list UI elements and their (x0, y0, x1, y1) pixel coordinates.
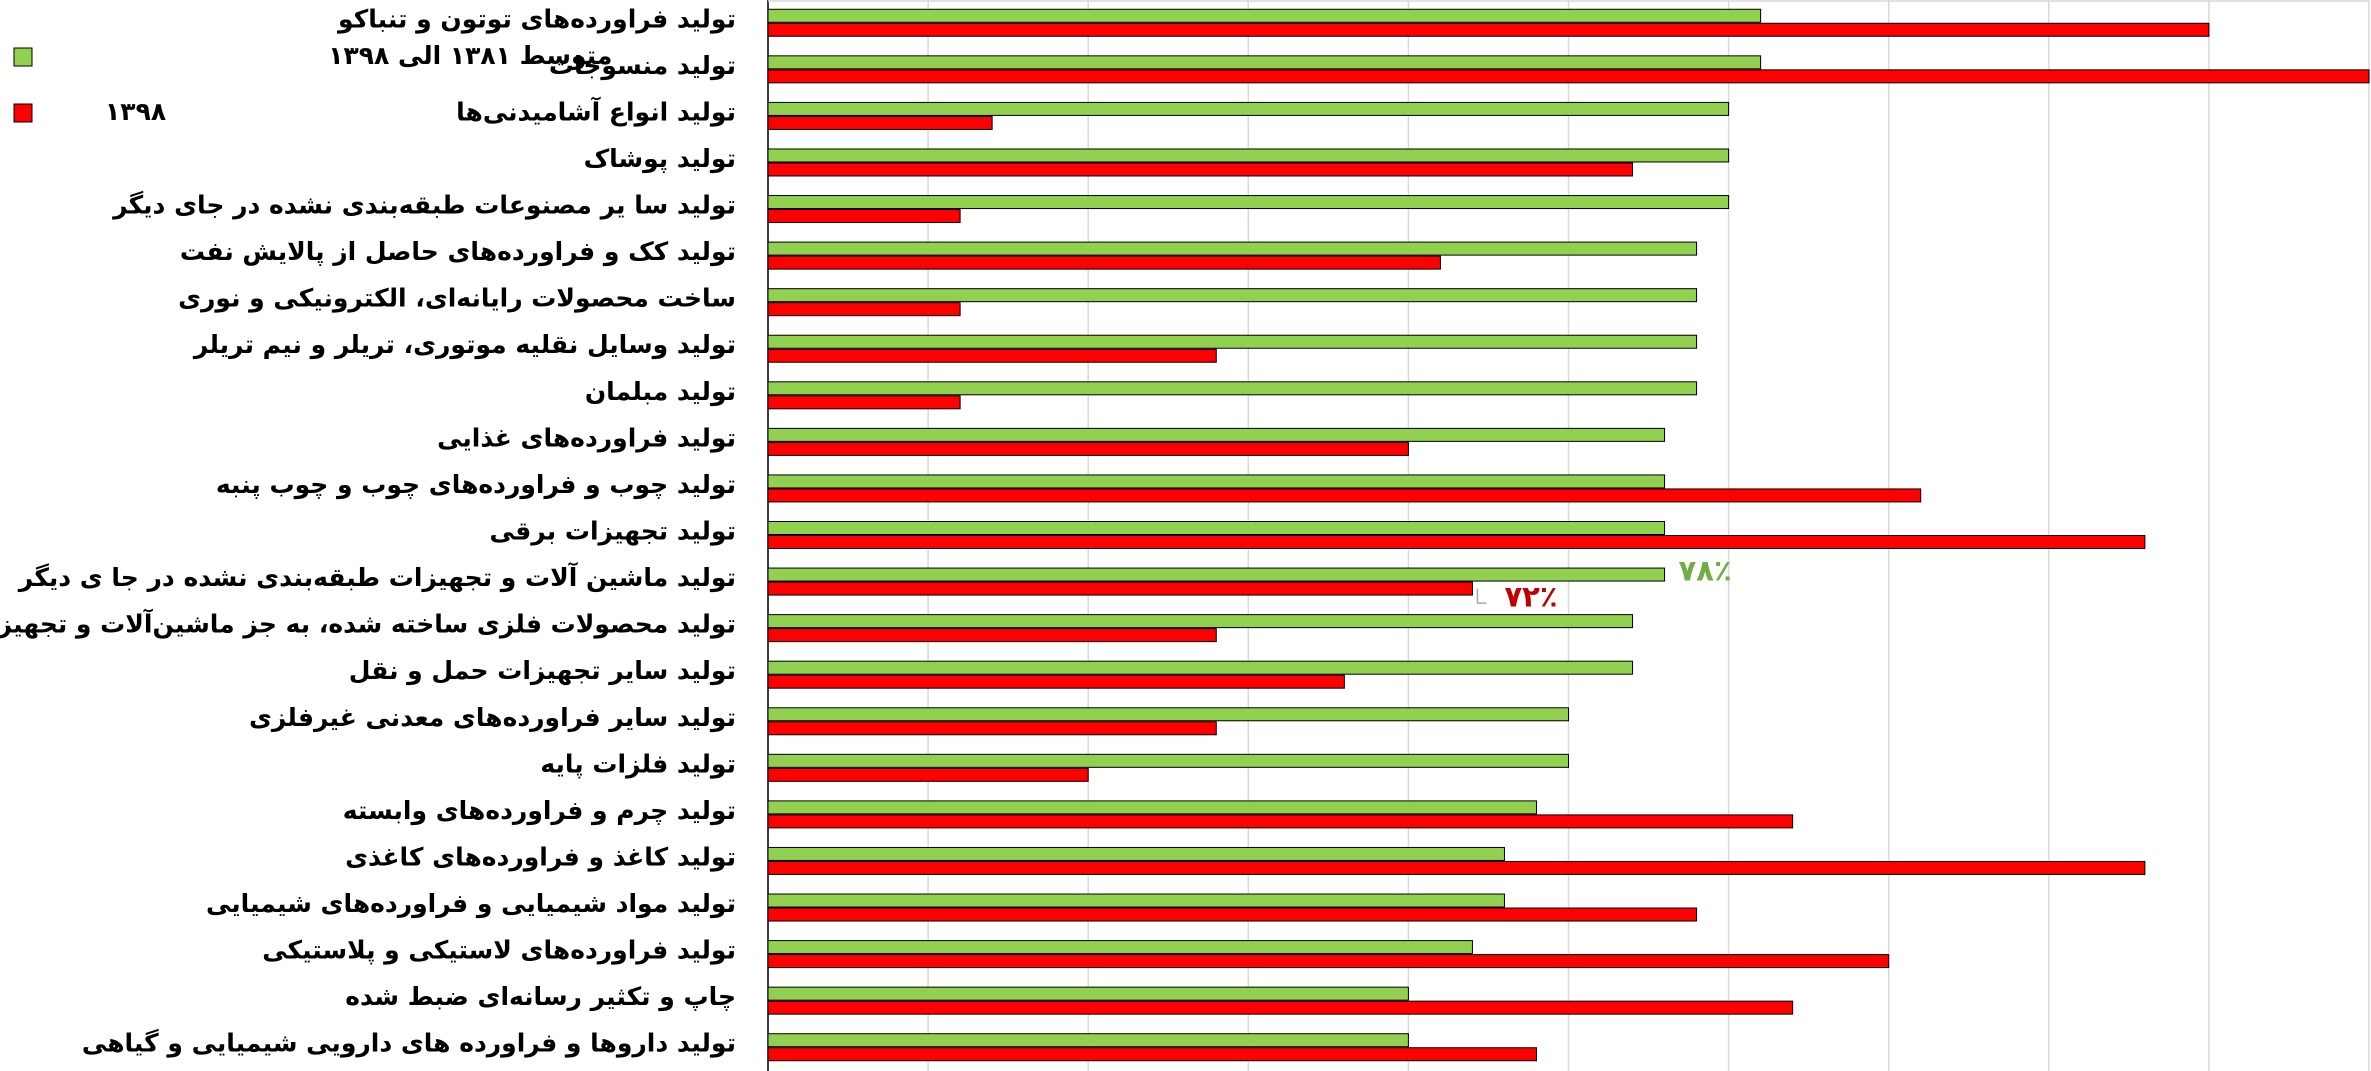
bar (767, 721, 1217, 736)
bar (767, 567, 1666, 582)
bar (767, 860, 2146, 875)
category-label: تولید تجهیزات برقی (490, 517, 736, 547)
bar (767, 1047, 1537, 1062)
data-label: ۷۲٪ (1504, 580, 1557, 614)
category-label: تولید سایر فراورده‌های معدنی غیرفلزی (249, 703, 736, 733)
bar (767, 162, 1634, 177)
bar (767, 22, 2210, 37)
category-label: تولید ماشین آلات و تجهیزات طبقه‌بندی نشد… (17, 562, 736, 593)
category-label: تولید چرم و فراورده‌های وابسته (343, 796, 736, 826)
bar (767, 846, 1505, 861)
category-label: تولید محصولات فلزی ساخته شده، به جز ماشی… (0, 609, 736, 640)
category-label: تولید پوشاک (584, 144, 736, 174)
bar (767, 241, 1698, 256)
bar (767, 255, 1441, 270)
category-label: تولید فراورده‌های توتون و تنباکو (336, 4, 736, 34)
category-label: تولید فلزات پایه (540, 749, 736, 779)
bar (767, 707, 1569, 722)
bar (767, 195, 1730, 210)
bar (767, 986, 1409, 1001)
bar (767, 907, 1698, 922)
category-label: تولید کاغذ و فراورده‌های کاغذی (345, 842, 736, 872)
category-label: تولید فراورده‌های لاستیکی و پلاستیکی (262, 936, 736, 966)
category-label: چاپ و تکثیر رسانه‌ای ضبط شده (345, 982, 736, 1012)
bar (767, 55, 1762, 70)
category-label: تولید منسوجات (549, 51, 736, 81)
bar (767, 334, 1698, 349)
bar (767, 814, 1794, 829)
bar (767, 660, 1634, 675)
category-label: تولید چوب و فراورده‌های چوب و چوب پنبه (216, 470, 736, 500)
bar (767, 767, 1089, 782)
data-label: ۷۸٪ (1679, 554, 1732, 588)
bar (767, 381, 1698, 396)
bar (767, 488, 1922, 503)
category-label: تولید وسایل نقلیه موتوری، تریلر و نیم تر… (192, 330, 736, 360)
legend-swatch (13, 103, 33, 123)
bar (767, 348, 1217, 363)
bar (767, 628, 1217, 643)
legend-swatch (13, 47, 33, 67)
category-label: تولید مبلمان (585, 377, 736, 407)
bar (767, 614, 1634, 629)
bar (767, 1033, 1409, 1048)
bar (767, 535, 2146, 549)
bar (767, 115, 993, 130)
bar (767, 800, 1537, 815)
bar (767, 893, 1505, 908)
bar (767, 940, 1473, 955)
bar (767, 395, 961, 410)
category-label: تولید سایر تجهیزات حمل و نقل (349, 656, 736, 686)
bar (767, 441, 1409, 456)
bar (767, 954, 1890, 969)
bar (767, 288, 1698, 303)
bar (767, 474, 1666, 489)
bar (767, 101, 1730, 116)
category-label: تولید فراورده‌های غذایی (437, 423, 736, 453)
bar (767, 427, 1666, 442)
legend-label: ۱۳۹۸ (105, 97, 166, 126)
category-label: تولید سا یر مصنوعات طبقه‌بندی نشده در جا… (111, 191, 736, 221)
category-label: ساخت محصولات رایانه‌ای، الکترونیکی و نور… (178, 284, 736, 314)
category-label: تولید انواع آشامیدنی‌ها (456, 96, 736, 127)
bar (767, 209, 961, 224)
category-label: تولید داروها و فراورده های دارویی شیمیای… (82, 1029, 736, 1059)
bar (767, 521, 1666, 535)
bar (767, 302, 961, 317)
bar (767, 1000, 1794, 1015)
bar (767, 8, 1762, 23)
legend-label: متوسط ۱۳۸۱ الی ۱۳۹۸ (328, 41, 612, 71)
category-label: تولید مواد شیمیایی و فراورده‌های شیمیایی (206, 889, 736, 919)
bar (767, 581, 1473, 596)
bar (767, 753, 1569, 768)
leader-line (1476, 588, 1487, 604)
bar (767, 69, 2370, 84)
bar (767, 148, 1730, 163)
category-label: تولید کک و فراورده‌های حاصل از پالایش نف… (180, 237, 736, 267)
bar (767, 674, 1345, 689)
